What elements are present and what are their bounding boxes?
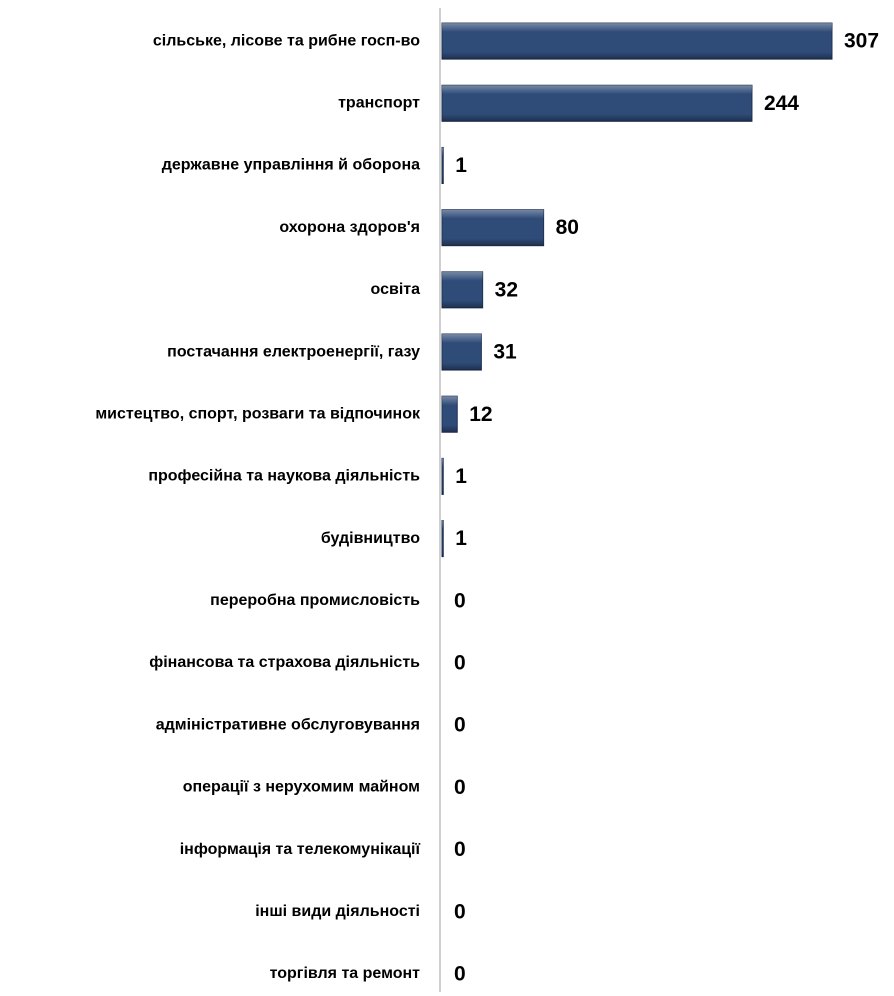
category-label: професійна та наукова діяльність — [148, 468, 420, 485]
bar-shading — [442, 209, 544, 246]
category-label: постачання електроенергії, газу — [167, 343, 420, 360]
value-label: 1 — [455, 154, 467, 177]
category-label: будівництво — [321, 530, 420, 547]
bar-shading — [442, 333, 482, 371]
value-label: 0 — [454, 714, 466, 737]
category-label: фінансова та страхова діяльність — [149, 654, 420, 671]
category-label: операції з нерухомим майном — [183, 779, 420, 796]
category-label: торгівля та ремонт — [270, 965, 421, 982]
bar-shading — [442, 85, 752, 122]
value-label: 12 — [469, 403, 492, 426]
value-label: 0 — [454, 589, 466, 612]
category-label: державне управління й оборона — [162, 157, 420, 174]
value-label: 31 — [493, 341, 517, 364]
value-label: 0 — [454, 838, 466, 861]
bar-shading — [442, 23, 832, 60]
category-label: інформація та телекомунікації — [180, 841, 421, 858]
bar-shading — [442, 147, 444, 184]
value-label: 80 — [556, 216, 579, 239]
category-label: транспорт — [338, 95, 420, 112]
bar-shading — [442, 396, 458, 433]
category-label: сільське, лісове та рибне госп-во — [153, 32, 420, 49]
value-label: 0 — [454, 962, 466, 985]
category-label: інші види діяльності — [255, 903, 420, 920]
value-label: 244 — [764, 92, 799, 115]
value-label: 32 — [495, 278, 518, 301]
category-label: охорона здоров'я — [279, 219, 420, 236]
category-label: адміністративне обслуговування — [156, 716, 420, 733]
value-label: 0 — [454, 652, 466, 675]
value-label: 1 — [455, 527, 467, 550]
value-label: 0 — [454, 776, 466, 799]
category-label: мистецтво, спорт, розваги та відпочинок — [95, 405, 421, 422]
bar-shading — [442, 458, 444, 495]
bar-shading — [442, 520, 444, 557]
category-label: освіта — [371, 281, 421, 298]
value-label: 1 — [455, 465, 467, 488]
value-label: 307 — [844, 30, 879, 53]
value-label: 0 — [454, 900, 466, 923]
bar-shading — [442, 271, 483, 308]
category-label: переробна промисловість — [210, 592, 420, 609]
